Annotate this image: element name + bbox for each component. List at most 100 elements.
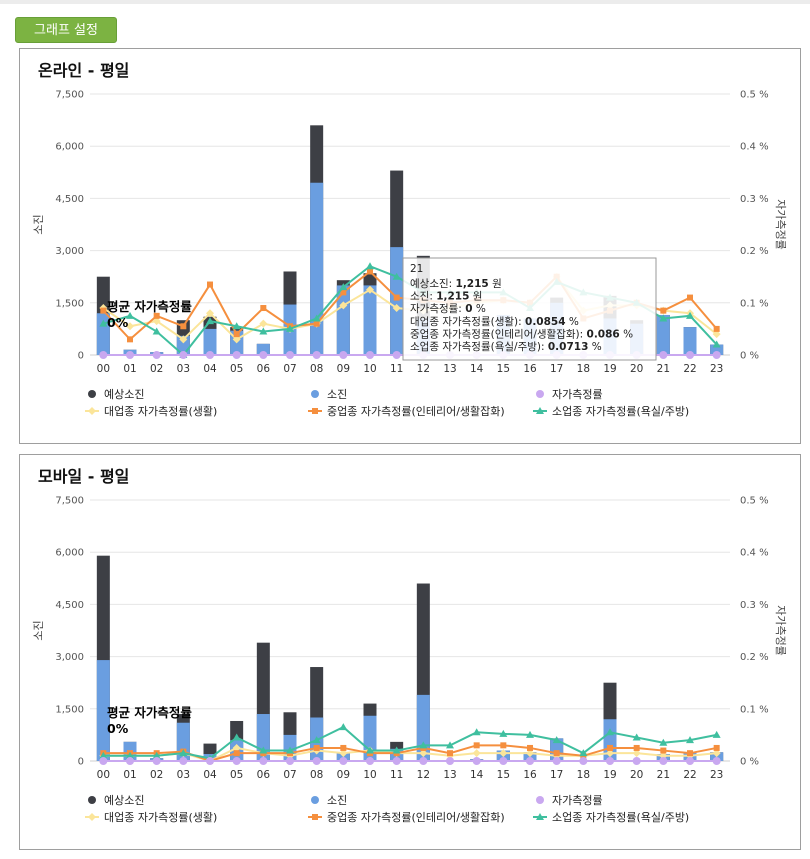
small-rate-point xyxy=(632,733,641,741)
y-tick-label: 7,500 xyxy=(55,90,84,101)
y-axis-title: 소진 xyxy=(32,214,45,234)
self-rate-point xyxy=(286,757,294,765)
tooltip-row-unit: % xyxy=(566,316,579,328)
x-tick-label: 12 xyxy=(417,769,430,781)
self-rate-point xyxy=(526,757,534,765)
x-tick-label: 06 xyxy=(257,769,271,781)
self-rate-point xyxy=(552,757,561,765)
avg-rate-value: 0% xyxy=(107,315,129,330)
self-rate-point xyxy=(206,757,214,765)
y-tick-label: 1,500 xyxy=(55,704,84,715)
large-rate-point xyxy=(712,749,721,758)
tooltip-row: 소진: 1,215 원 xyxy=(410,291,482,303)
self-rate-point xyxy=(579,757,588,765)
small-rate-point xyxy=(339,283,348,291)
small-rate-point xyxy=(152,751,161,759)
x-tick-label: 02 xyxy=(150,363,163,375)
x-tick-label: 08 xyxy=(310,363,323,375)
small-rate-point xyxy=(606,728,614,736)
spend-bar xyxy=(710,344,724,355)
large-rate-point xyxy=(712,330,721,339)
legend-label: 소진 xyxy=(327,388,347,401)
medium-rate-point xyxy=(553,750,560,757)
medium-rate-point xyxy=(260,305,267,312)
x-tick-label: 20 xyxy=(630,363,643,375)
tooltip-box xyxy=(402,257,657,361)
legend-marker xyxy=(88,813,96,821)
mobile-weekday-chart: 0 1,500 3,000 4,500 6,000 7,500 0 % 0.1 % 0.2 % 0… xyxy=(32,496,787,825)
small-rate-point xyxy=(259,746,268,754)
tooltip-row: 중업종 자가측정률(인테리어/생활잡화): 0.086 % xyxy=(410,327,633,340)
self-rate-point xyxy=(606,757,614,765)
y2-tick-label: 0.1 % xyxy=(740,704,769,715)
self-rate-point xyxy=(312,757,321,765)
y2-tick-label: 0.1 % xyxy=(740,298,769,309)
x-tick-label: 00 xyxy=(97,769,110,781)
legend-label: 예상소진 xyxy=(104,388,144,401)
medium-rate-point xyxy=(313,320,320,327)
x-tick-label: 01 xyxy=(123,363,136,375)
tooltip-row: 자가측정률: 0 % xyxy=(410,303,486,315)
x-tick-label: 05 xyxy=(230,769,243,781)
y-tick-label: 0 xyxy=(78,351,84,362)
medium-rate-point xyxy=(153,312,160,319)
x-tick-label: 04 xyxy=(203,769,217,781)
y2-tick-label: 0.5 % xyxy=(740,90,769,101)
self-rate-point xyxy=(472,757,481,765)
y2-tick-label: 0.2 % xyxy=(740,246,769,257)
x-tick-label: 22 xyxy=(683,769,696,781)
tooltip-title: 21 xyxy=(410,263,423,275)
y2-tick-label: 0.3 % xyxy=(740,194,769,205)
self-rate-point xyxy=(632,757,641,765)
medium-rate-point xyxy=(687,750,693,757)
tooltip-row-label: 자가측정률: xyxy=(410,303,465,315)
small-rate-point xyxy=(339,723,348,731)
tooltip-row-value: 1,215 xyxy=(456,278,489,290)
tooltip-row-label: 중업종 자가측정률(인테리어/생활잡화): xyxy=(410,327,587,340)
large-rate-point xyxy=(232,743,241,752)
medium-rate-point xyxy=(127,336,133,343)
legend-label: 자가측정률 xyxy=(552,794,603,807)
y-tick-label: 6,000 xyxy=(55,548,84,559)
y-tick-label: 4,500 xyxy=(55,600,84,611)
self-rate-point xyxy=(392,351,401,359)
y-tick-label: 6,000 xyxy=(55,142,84,153)
x-tick-label: 16 xyxy=(523,769,537,781)
legend-marker xyxy=(536,390,544,398)
self-rate-point xyxy=(99,351,108,359)
x-tick-label: 11 xyxy=(390,769,403,781)
small-rate-point xyxy=(686,311,694,319)
self-rate-point xyxy=(392,757,401,765)
small-rate-point xyxy=(366,746,374,754)
self-rate-point xyxy=(686,757,694,765)
self-rate-point xyxy=(259,757,268,765)
y2-tick-label: 0.3 % xyxy=(740,600,769,611)
y2-axis-title: 자가측정률 xyxy=(774,605,787,656)
legend-marker xyxy=(536,407,544,414)
small-rate-point xyxy=(659,738,668,746)
self-rate-point xyxy=(339,351,348,359)
tooltip-row: 예상소진: 1,215 원 xyxy=(410,277,502,290)
tooltip-row-value: 0.0854 xyxy=(525,316,566,328)
self-rate-point xyxy=(152,757,161,765)
x-tick-label: 23 xyxy=(710,363,723,375)
large-rate-point xyxy=(179,335,188,344)
large-rate-point xyxy=(392,304,401,313)
top-divider xyxy=(0,0,810,4)
tooltip-row-label: 예상소진: xyxy=(410,277,456,290)
x-tick-label: 14 xyxy=(470,769,484,781)
graph-settings-button[interactable]: 그래프 설정 xyxy=(15,17,117,43)
x-tick-label: 05 xyxy=(230,363,243,375)
self-rate-point xyxy=(312,351,321,359)
x-tick-label: 09 xyxy=(337,363,350,375)
small-rate-line xyxy=(103,725,717,760)
large-rate-point xyxy=(632,749,641,758)
y-tick-label: 7,500 xyxy=(55,496,84,507)
spend-bar xyxy=(683,327,697,355)
legend-marker xyxy=(536,813,544,820)
legend-label: 대업종 자가측정률(생활) xyxy=(104,404,217,418)
x-tick-label: 22 xyxy=(683,363,696,375)
y2-tick-label: 0.5 % xyxy=(740,496,769,507)
online-weekday-panel: 온라인 - 평일 0 1,500 3,000 4,500 6,000 7,500 0 % 0.… xyxy=(19,48,801,444)
self-rate-point xyxy=(99,757,108,765)
